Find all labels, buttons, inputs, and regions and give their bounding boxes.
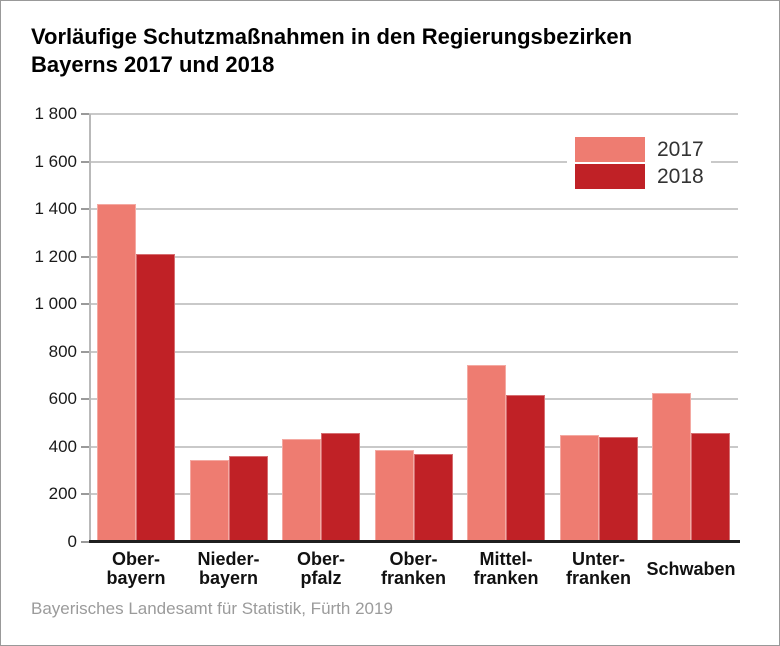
x-axis-label-oberbayern: Ober-bayern xyxy=(89,549,183,589)
bar-2017-niederbayern xyxy=(189,459,229,542)
legend-label-2017: 2017 xyxy=(657,137,704,161)
y-tick-label-1400: 1 400 xyxy=(34,199,77,219)
y-axis-tick-1400 xyxy=(81,208,89,211)
y-axis-tick-1200 xyxy=(81,255,89,258)
y-axis-tick-600 xyxy=(81,398,89,401)
y-tick-label-200: 200 xyxy=(48,484,77,504)
x-axis-label-line: Unter- xyxy=(572,549,625,569)
y-tick-label-600: 600 xyxy=(48,389,77,409)
y-tick-label-1600: 1 600 xyxy=(34,151,77,171)
y-axis-tick-400 xyxy=(81,445,89,448)
source-note: Bayerisches Landesamt für Statistik, Für… xyxy=(31,599,393,618)
bar-2017-oberpfalz xyxy=(282,438,321,542)
bar-2017-oberfranken xyxy=(374,450,414,542)
y-axis-tick-0 xyxy=(81,541,89,543)
x-axis-label-schwaben: Schwaben xyxy=(644,549,738,589)
y-tick-label-400: 400 xyxy=(48,436,77,456)
x-axis-label-line: bayern xyxy=(106,568,166,588)
bar-2018-schwaben xyxy=(691,432,730,542)
x-axis-label-line: bayern xyxy=(198,568,259,588)
y-tick-label-1000: 1 000 xyxy=(34,294,77,314)
gridline-600 xyxy=(89,398,738,401)
gridline-1200 xyxy=(89,255,738,258)
x-axis-label-line: franken xyxy=(380,568,447,588)
legend-item-2018: 2018 xyxy=(575,164,705,189)
gridline-800 xyxy=(89,350,738,353)
chart-title: Vorläufige Schutzmaßnahmen in den Regier… xyxy=(31,24,633,77)
bar-2017-schwaben xyxy=(652,393,691,542)
x-axis-label-line: Mittel- xyxy=(479,549,533,569)
x-axis-label-unterfranken: Unter-franken xyxy=(552,549,646,589)
bar-2017-mittelfranken xyxy=(467,364,506,542)
gridline-1600 xyxy=(89,160,738,163)
x-axis-label-line: Ober- xyxy=(389,549,438,569)
gridline-400 xyxy=(89,445,738,448)
chart-legend: 2017 2018 xyxy=(567,131,711,195)
bar-2018-niederbayern xyxy=(228,456,268,542)
x-axis-label-line: Ober- xyxy=(296,549,345,569)
x-axis-label-line: franken xyxy=(473,568,539,588)
y-axis-tick-800 xyxy=(81,350,89,353)
legend-label-2018: 2018 xyxy=(657,164,704,188)
y-tick-label-1200: 1 200 xyxy=(34,246,77,266)
y-tick-label-1800: 1 800 xyxy=(34,104,77,123)
x-axis-label-oberfranken: Ober-franken xyxy=(367,549,461,589)
y-axis-tick-1000 xyxy=(81,303,89,306)
x-axis-label-line: Nieder- xyxy=(197,549,260,569)
y-tick-label-800: 800 xyxy=(48,341,77,361)
x-axis-label-line: pfalz xyxy=(300,568,342,588)
y-axis-tick-200 xyxy=(81,493,89,496)
bar-2017-oberbayern xyxy=(97,204,136,542)
legend-swatch-2017 xyxy=(575,137,645,162)
bar-2018-oberbayern xyxy=(136,254,175,542)
y-axis-tick-1800 xyxy=(81,113,89,115)
y-axis-line xyxy=(89,114,91,542)
bar-2018-unterfranken xyxy=(598,437,638,542)
x-axis-label-line: Ober- xyxy=(111,549,160,569)
y-axis-tick-1600 xyxy=(81,160,89,163)
x-axis-label-niederbayern: Nieder-bayern xyxy=(182,549,276,589)
bar-2018-mittelfranken xyxy=(506,394,545,542)
legend-swatch-2018 xyxy=(575,164,645,189)
bar-2018-oberfranken xyxy=(413,454,453,542)
x-axis-label-mittelfranken: Mittel-franken xyxy=(459,549,553,589)
gridline-1800 xyxy=(89,113,738,115)
bar-2017-unterfranken xyxy=(559,435,599,542)
x-axis-label-oberpfalz: Ober-pfalz xyxy=(274,549,368,589)
bar-2018-oberpfalz xyxy=(321,432,360,542)
y-tick-label-0: 0 xyxy=(67,532,77,551)
gridline-1000 xyxy=(89,303,738,306)
x-axis-label-line: Schwaben xyxy=(646,558,736,579)
legend-item-2017: 2017 xyxy=(575,137,705,162)
x-axis-label-line: franken xyxy=(565,568,632,588)
x-axis-baseline xyxy=(89,540,740,543)
gridline-1400 xyxy=(89,208,738,211)
